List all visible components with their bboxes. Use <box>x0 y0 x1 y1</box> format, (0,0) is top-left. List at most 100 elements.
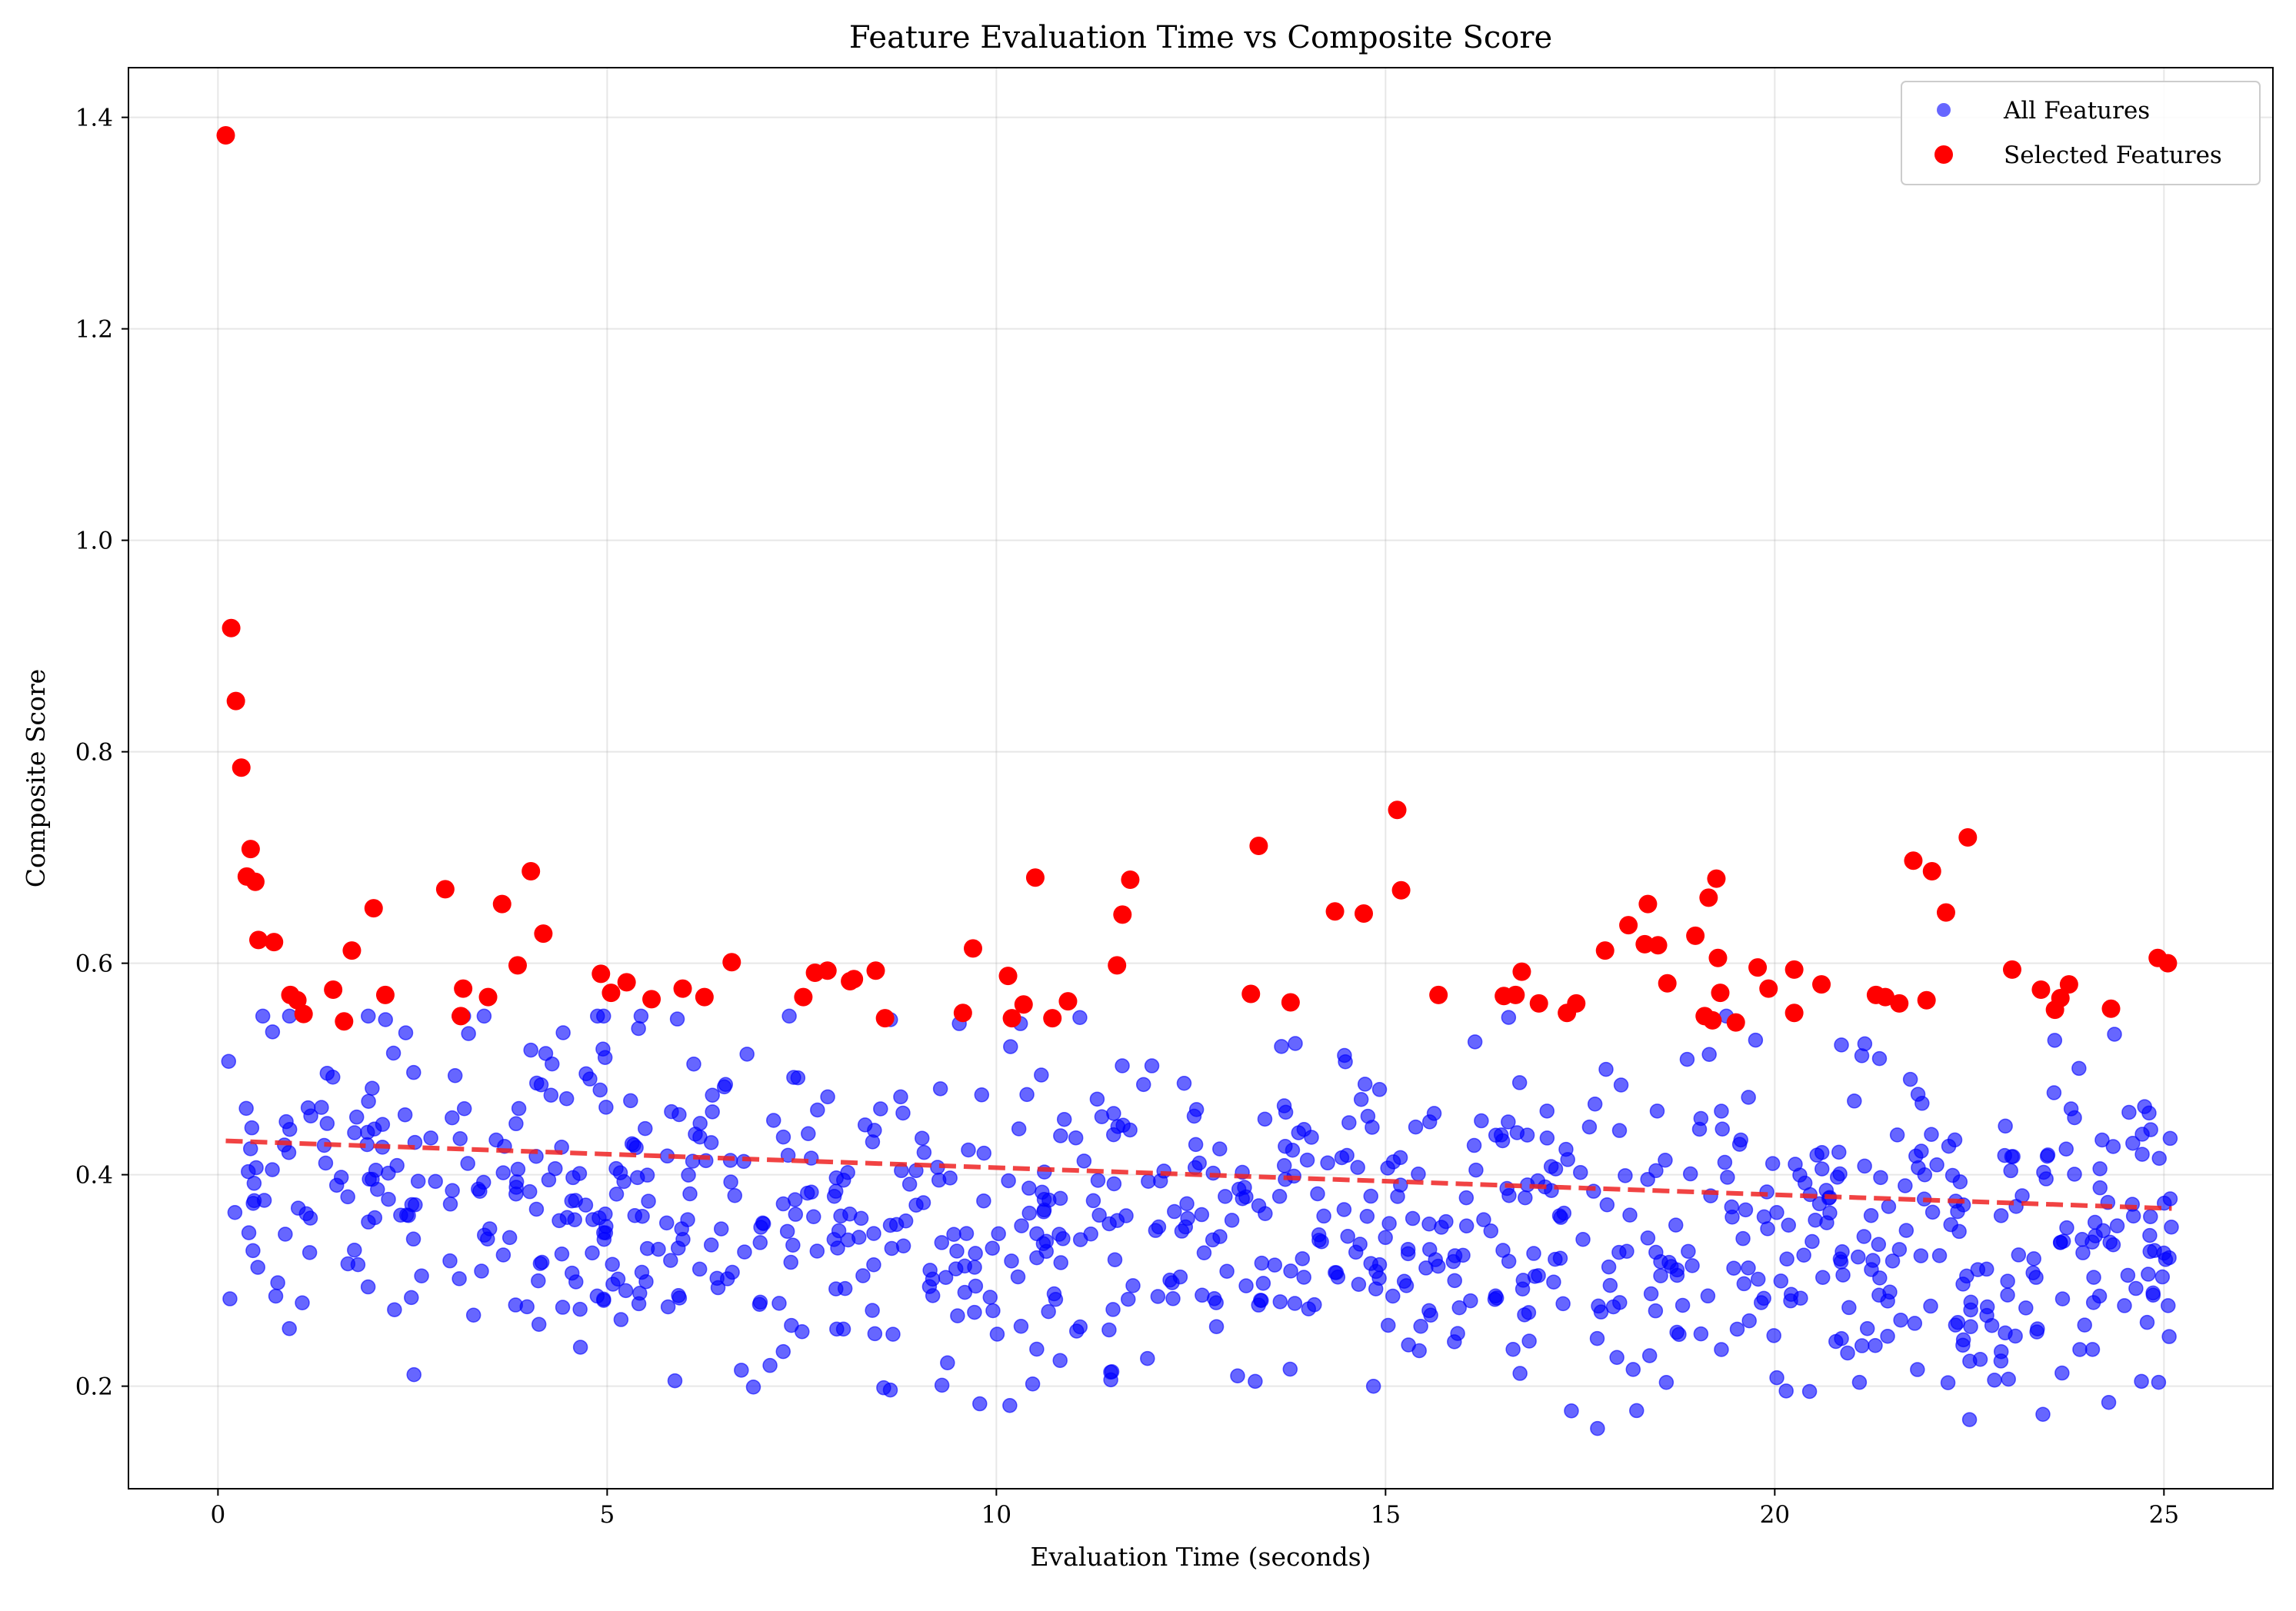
all-feature-point <box>442 1253 458 1269</box>
all-feature-point <box>1291 1125 1307 1140</box>
all-feature-point <box>1729 1321 1745 1337</box>
all-feature-point <box>442 1197 458 1212</box>
all-feature-point <box>2121 1104 2137 1120</box>
all-feature-point <box>596 1008 611 1024</box>
all-feature-point <box>591 1210 607 1226</box>
selected-feature-point <box>953 1004 972 1023</box>
all-feature-point <box>1531 1268 1546 1283</box>
all-feature-point <box>1483 1223 1499 1239</box>
all-feature-point <box>1854 1048 1870 1063</box>
all-feature-point <box>1359 1208 1375 1224</box>
selected-feature-point <box>1512 962 1531 981</box>
all-feature-point <box>1643 1286 1659 1302</box>
all-feature-point <box>2161 1298 2176 1313</box>
all-feature-point <box>1255 1276 1271 1291</box>
selected-feature-point <box>695 987 714 1007</box>
all-feature-point <box>675 1232 691 1247</box>
selected-feature-point <box>1429 985 1448 1004</box>
all-feature-point <box>2162 1191 2178 1207</box>
all-feature-point <box>1741 1313 1757 1329</box>
all-feature-point <box>895 1105 911 1121</box>
all-feature-point <box>1754 1295 1769 1310</box>
all-feature-point <box>238 1100 254 1117</box>
all-feature-point <box>340 1189 355 1205</box>
all-feature-point <box>2145 1285 2161 1301</box>
all-feature-point <box>2052 1235 2068 1250</box>
all-feature-point <box>901 1177 918 1192</box>
all-feature-point <box>1972 1352 1988 1367</box>
all-feature-point <box>1004 1253 1019 1269</box>
selected-feature-point <box>265 933 284 952</box>
all-feature-point <box>828 1281 844 1296</box>
all-feature-point <box>809 1243 825 1259</box>
all-feature-point <box>1804 1233 1820 1250</box>
all-feature-point <box>1685 1258 1700 1273</box>
all-feature-point <box>2141 1266 2156 1282</box>
axis-ticks: 0 5 10 15 20 25 0.2 0.4 0.6 0.8 1.0 1.2 1.4 <box>75 105 2179 1529</box>
all-feature-point <box>1736 1276 1752 1292</box>
all-feature-point <box>2030 1321 2045 1336</box>
all-feature-point <box>1625 1362 1641 1377</box>
x-axis-label: Evaluation Time (seconds) <box>1030 1542 1371 1572</box>
all-feature-point <box>1046 1286 1062 1302</box>
all-feature-point <box>991 1226 1006 1242</box>
all-feature-point <box>1914 1096 1930 1111</box>
all-feature-point <box>1272 1294 1288 1310</box>
selected-feature-point <box>845 970 864 989</box>
all-feature-point <box>1658 1374 1675 1390</box>
all-feature-point <box>1365 1378 1381 1394</box>
all-feature-point <box>1282 1361 1298 1377</box>
all-feature-point <box>1573 1164 1588 1180</box>
all-feature-point <box>582 1071 598 1087</box>
all-feature-point <box>1792 1167 1808 1183</box>
all-feature-point <box>631 1020 646 1037</box>
all-feature-point <box>1447 1334 1462 1350</box>
all-feature-point <box>1336 1202 1352 1217</box>
all-feature-point <box>2164 1219 2179 1235</box>
all-feature-point <box>934 1377 950 1393</box>
all-feature-point <box>1176 1075 1192 1091</box>
all-feature-point <box>1910 1362 1925 1377</box>
selected-feature-point <box>1686 926 1705 945</box>
all-feature-point <box>2120 1267 2136 1283</box>
all-feature-point <box>865 1303 880 1318</box>
all-feature-point <box>2035 1406 2051 1423</box>
all-feature-point <box>1348 1244 1364 1260</box>
selected-feature-point <box>1121 870 1140 889</box>
all-feature-point <box>1458 1218 1475 1233</box>
all-feature-point <box>1029 1341 1045 1357</box>
all-feature-point <box>1434 1220 1449 1235</box>
legend-label-selected-features: Selected Features <box>2004 141 2222 169</box>
all-feature-point <box>1468 1162 1484 1178</box>
all-feature-point <box>401 1207 416 1223</box>
all-feature-point <box>1779 1251 1794 1267</box>
all-feature-point <box>1167 1203 1182 1220</box>
all-feature-point <box>1881 1199 1897 1214</box>
all-feature-point <box>282 1321 297 1336</box>
all-feature-point <box>1283 1263 1298 1279</box>
all-feature-point <box>1451 1300 1467 1316</box>
all-feature-point <box>1950 1314 1966 1330</box>
all-feature-point <box>1601 1259 1617 1275</box>
all-feature-point <box>682 1186 698 1202</box>
all-feature-point <box>423 1130 438 1146</box>
all-feature-point <box>1814 1161 1830 1177</box>
all-feature-point <box>2151 1374 2167 1390</box>
all-feature-point <box>1993 1343 2009 1360</box>
all-feature-point <box>771 1296 787 1311</box>
all-feature-point <box>1889 1127 1905 1143</box>
all-feature-point <box>1648 1303 1664 1319</box>
all-feature-point <box>256 1193 272 1208</box>
all-feature-point <box>1898 1223 1914 1238</box>
all-feature-point <box>1856 1229 1872 1244</box>
all-feature-point <box>1463 1293 1478 1309</box>
all-feature-point <box>1854 1338 1870 1353</box>
all-feature-point <box>2105 1139 2121 1154</box>
all-feature-point <box>1178 1219 1194 1235</box>
all-feature-point <box>1165 1291 1181 1306</box>
all-feature-point <box>775 1196 791 1212</box>
all-feature-point <box>360 1279 376 1295</box>
selected-feature-point <box>1388 801 1407 820</box>
selected-feature-point <box>1043 1009 1062 1028</box>
all-feature-point <box>692 1129 708 1145</box>
